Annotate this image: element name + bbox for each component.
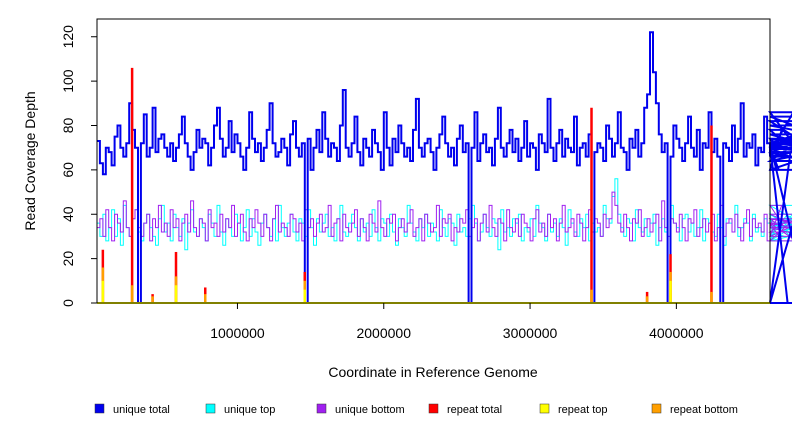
legend-swatch [539,403,550,414]
legend-label: unique bottom [335,404,405,416]
plot-frame [96,18,771,304]
x-axis: 1000000 2000000 3000000 4000000 [210,303,704,341]
legend-swatch [428,403,439,414]
legend: unique total unique top unique bottom repea… [94,403,738,416]
legend-swatch [651,403,662,414]
legend-item: unique top [205,403,275,416]
legend-item: repeat bottom [651,403,738,416]
series-unique-total [97,31,792,304]
x-tick-label: 2000000 [356,325,411,341]
legend-label: repeat bottom [670,404,738,416]
y-tick-label: 20 [60,251,76,267]
y-tick-label: 120 [60,25,76,49]
legend-label: repeat top [558,404,608,416]
y-tick-label: 40 [60,206,76,222]
series-unique-bottom [97,191,792,242]
legend-item: repeat top [539,403,608,416]
legend-item: repeat total [428,403,502,416]
legend-swatch [205,403,216,414]
x-tick-label: 3000000 [503,325,558,341]
x-tick-label: 1000000 [210,325,265,341]
legend-swatch [316,403,327,414]
legend-label: unique top [224,404,275,416]
y-tick-label: 60 [60,162,76,178]
legend-swatch [94,403,105,414]
legend-label: repeat total [447,404,502,416]
legend-item: unique bottom [316,403,405,416]
y-axis: 0 20 40 60 80 100 120 [60,25,97,307]
legend-item: unique total [94,403,170,416]
y-tick-label: 100 [60,69,76,93]
x-tick-label: 4000000 [649,325,704,341]
y-axis-label: Read Coverage Depth [22,91,38,230]
y-tick-label: 0 [60,299,76,307]
y-tick-label: 80 [60,118,76,134]
x-axis-label: Coordinate in Reference Genome [328,364,538,380]
legend-label: unique total [113,404,170,416]
